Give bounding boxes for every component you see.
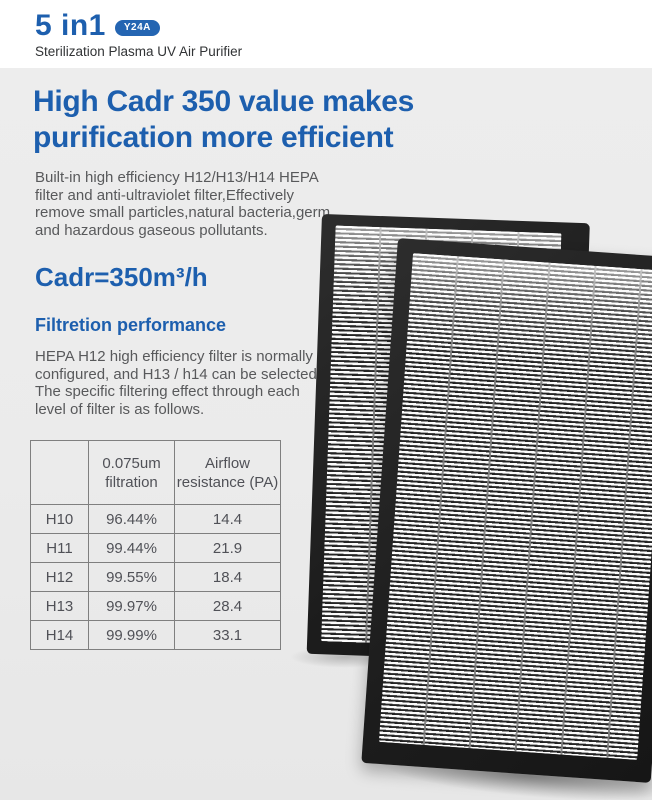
table-header-row: 0.075um filtration Airflow resistance (P…	[30, 440, 281, 505]
filtration-cell: 99.55%	[88, 562, 175, 592]
resistance-cell: 28.4	[174, 591, 281, 621]
grade-cell: H14	[30, 620, 89, 650]
table-row-h13: H13 99.97% 28.4	[30, 591, 281, 621]
filtration-cell: 96.44%	[88, 504, 175, 534]
main-heading: High Cadr 350 value makes purification m…	[33, 85, 415, 154]
grade-cell: H11	[30, 533, 89, 563]
page-header: 5 in1 Y24A Sterilization Plasma UV Air P…	[35, 10, 242, 60]
table-row-h12: H12 99.55% 18.4	[30, 562, 281, 592]
intro-paragraph: Built-in high efficiency H12/H13/H14 HEP…	[35, 169, 331, 239]
filtration-performance-heading: Filtretion performance	[35, 315, 227, 335]
filtration-cell: 99.44%	[88, 533, 175, 563]
cadr-value: Cadr=350m³/h	[35, 262, 208, 292]
table-header-filtration: 0.075um filtration	[88, 440, 175, 505]
grade-cell: H13	[30, 591, 89, 621]
resistance-cell: 21.9	[174, 533, 281, 563]
grade-cell: H10	[30, 504, 89, 534]
hepa-filter-panel-front	[361, 238, 652, 783]
product-subtitle: Sterilization Plasma UV Air Purifier	[35, 44, 243, 59]
filtration-cell: 99.97%	[88, 591, 175, 621]
content-section: High Cadr 350 value makes purification m…	[0, 68, 652, 800]
table-row-h11: H11 99.44% 21.9	[30, 533, 281, 563]
table-header-resistance: Airflow resistance (PA)	[174, 440, 281, 505]
filter-pleats	[378, 253, 652, 760]
grade-cell: H12	[30, 562, 89, 592]
filtration-paragraph: HEPA H12 high efficiency filter is norma…	[35, 348, 322, 418]
table-header-grade	[30, 440, 89, 505]
resistance-cell: 33.1	[174, 620, 281, 650]
table-row-h14: H14 99.99% 33.1	[30, 620, 281, 650]
filtration-spec-table: 0.075um filtration Airflow resistance (P…	[30, 440, 281, 650]
model-badge: Y24A	[114, 20, 160, 36]
table-row-h10: H10 96.44% 14.4	[30, 504, 281, 534]
resistance-cell: 18.4	[174, 562, 281, 592]
resistance-cell: 14.4	[174, 504, 281, 534]
brand-row: 5 in1 Y24A	[35, 10, 242, 42]
filtration-cell: 99.99%	[88, 620, 175, 650]
brand-title: 5 in1	[35, 9, 106, 42]
